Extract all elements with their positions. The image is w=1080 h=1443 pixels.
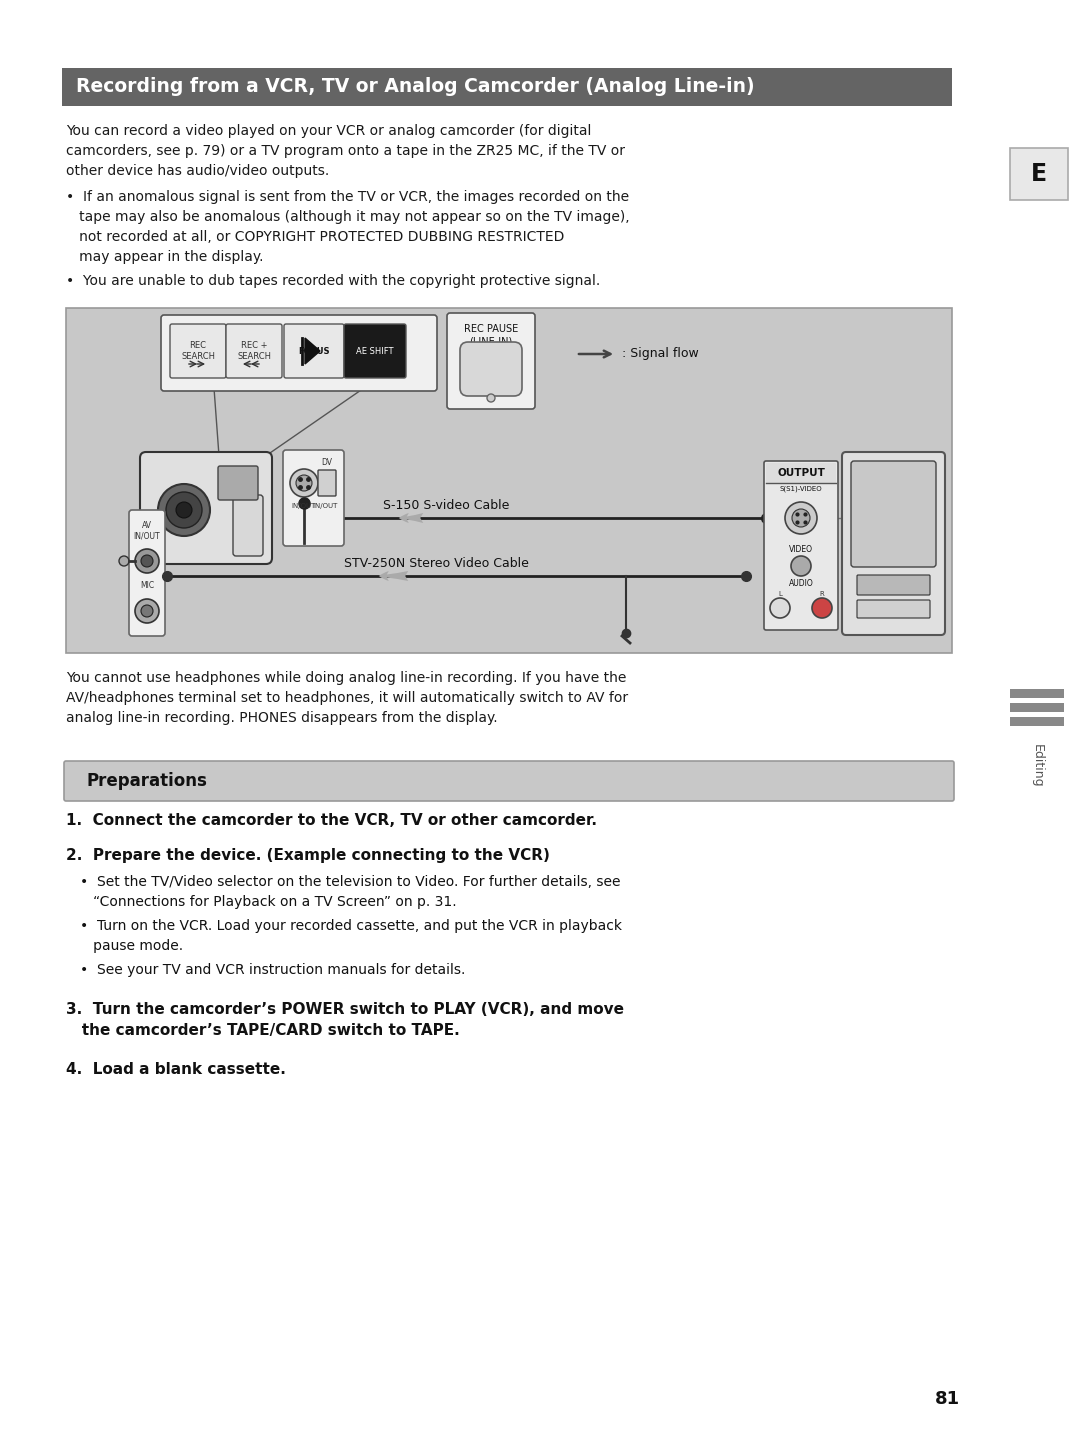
Text: 4.  Load a blank cassette.: 4. Load a blank cassette. [66,1062,286,1076]
Text: •  Turn on the VCR. Load your recorded cassette, and put the VCR in playback: • Turn on the VCR. Load your recorded ca… [80,919,622,934]
FancyBboxPatch shape [218,466,258,501]
Bar [1010,717,1064,726]
Text: AV
IN/OUT: AV IN/OUT [134,521,160,540]
Circle shape [791,556,811,576]
Circle shape [812,597,832,618]
Text: S-150 S-video Cable: S-150 S-video Cable [382,499,509,512]
Text: : Signal flow: : Signal flow [622,348,699,361]
Text: OUTPUT: OUTPUT [778,468,825,478]
Text: •  If an anomalous signal is sent from the TV or VCR, the images recorded on the: • If an anomalous signal is sent from th… [66,190,630,203]
Text: pause mode.: pause mode. [80,939,184,952]
FancyBboxPatch shape [129,509,165,636]
Circle shape [770,597,789,618]
FancyBboxPatch shape [447,313,535,408]
Polygon shape [305,338,320,364]
Circle shape [792,509,810,527]
FancyBboxPatch shape [345,325,406,378]
FancyBboxPatch shape [226,325,282,378]
FancyBboxPatch shape [858,600,930,618]
FancyBboxPatch shape [62,68,951,105]
Text: 1.  Connect the camcorder to the VCR, TV or other camcorder.: 1. Connect the camcorder to the VCR, TV … [66,812,597,828]
Circle shape [135,548,159,573]
Circle shape [785,502,816,534]
FancyBboxPatch shape [851,460,936,567]
Text: AV/headphones terminal set to headphones, it will automatically switch to AV for: AV/headphones terminal set to headphones… [66,691,629,706]
Text: MIC: MIC [140,582,154,590]
Circle shape [296,475,312,491]
FancyBboxPatch shape [318,470,336,496]
Text: not recorded at all, or COPYRIGHT PROTECTED DUBBING RESTRICTED: not recorded at all, or COPYRIGHT PROTEC… [66,229,565,244]
Text: 3.  Turn the camcorder’s POWER switch to PLAY (VCR), and move: 3. Turn the camcorder’s POWER switch to … [66,1001,624,1017]
Text: camcorders, see p. 79) or a TV program onto a tape in the ZR25 MC, if the TV or: camcorders, see p. 79) or a TV program o… [66,144,625,157]
Text: “Connections for Playback on a TV Screen” on p. 31.: “Connections for Playback on a TV Screen… [80,895,457,909]
Text: REC
SEARCH: REC SEARCH [181,342,215,361]
Bar [1010,149,1068,201]
FancyBboxPatch shape [284,325,345,378]
Text: 2.  Prepare the device. (Example connecting to the VCR): 2. Prepare the device. (Example connecti… [66,848,550,863]
Text: E: E [1031,162,1048,186]
Circle shape [291,469,318,496]
Bar [1010,688,1064,698]
Text: analog line-in recording. PHONES disappears from the display.: analog line-in recording. PHONES disappe… [66,711,498,724]
Text: Preparations: Preparations [86,772,207,789]
FancyBboxPatch shape [233,495,264,556]
Circle shape [166,492,202,528]
Text: REC PAUSE
(LINE-IN): REC PAUSE (LINE-IN) [464,325,518,346]
Text: 81: 81 [935,1390,960,1408]
Text: STV-250N Stereo Video Cable: STV-250N Stereo Video Cable [343,557,528,570]
FancyBboxPatch shape [858,574,930,595]
Text: may appear in the display.: may appear in the display. [66,250,264,264]
FancyBboxPatch shape [764,460,838,631]
Circle shape [158,483,210,535]
FancyBboxPatch shape [140,452,272,564]
FancyBboxPatch shape [161,315,437,391]
Text: R: R [820,592,824,597]
Circle shape [176,502,192,518]
FancyBboxPatch shape [64,760,954,801]
Text: REC +
SEARCH: REC + SEARCH [237,342,271,361]
FancyBboxPatch shape [842,452,945,635]
Text: •  You are unable to dub tapes recorded with the copyright protective signal.: • You are unable to dub tapes recorded w… [66,274,600,289]
Text: •  Set the TV/Video selector on the television to Video. For further details, se: • Set the TV/Video selector on the telev… [80,874,621,889]
Circle shape [141,605,153,618]
FancyBboxPatch shape [170,325,226,378]
Text: AE SHIFT: AE SHIFT [356,346,394,355]
Text: •  See your TV and VCR instruction manuals for details.: • See your TV and VCR instruction manual… [80,962,465,977]
Circle shape [119,556,129,566]
Text: the camcorder’s TAPE/CARD switch to TAPE.: the camcorder’s TAPE/CARD switch to TAPE… [66,1023,460,1038]
Text: FOCUS: FOCUS [298,346,329,355]
Text: S(S1)-VIDEO: S(S1)-VIDEO [780,485,822,492]
FancyBboxPatch shape [283,450,345,545]
FancyBboxPatch shape [460,342,522,395]
Circle shape [135,599,159,623]
Text: L: L [778,592,782,597]
Text: IN/OUT: IN/OUT [292,504,316,509]
Text: Editing: Editing [1030,745,1043,788]
Text: DV: DV [322,457,333,468]
Circle shape [487,394,495,403]
Bar [66,307,951,654]
Text: tape may also be anomalous (although it may not appear so on the TV image),: tape may also be anomalous (although it … [66,211,630,224]
Text: other device has audio/video outputs.: other device has audio/video outputs. [66,165,329,177]
Bar [1010,703,1064,711]
Circle shape [141,556,153,567]
Text: AUDIO: AUDIO [788,579,813,587]
Text: You can record a video played on your VCR or analog camcorder (for digital: You can record a video played on your VC… [66,124,592,139]
FancyBboxPatch shape [766,463,836,483]
Text: VIDEO: VIDEO [789,545,813,554]
Text: Recording from a VCR, TV or Analog Camcorder (Analog Line-in): Recording from a VCR, TV or Analog Camco… [76,78,755,97]
Text: You cannot use headphones while doing analog line-in recording. If you have the: You cannot use headphones while doing an… [66,671,626,685]
Text: IN/OUT: IN/OUT [314,504,338,509]
